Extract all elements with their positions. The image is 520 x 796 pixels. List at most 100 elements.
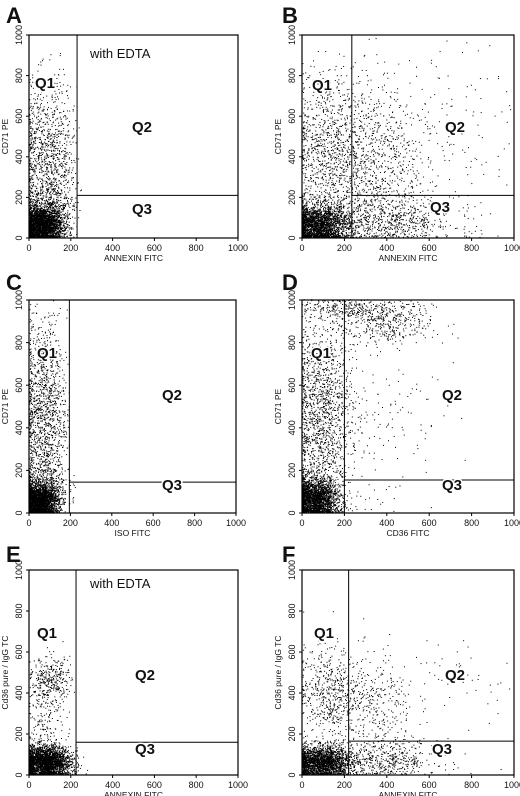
data-point	[372, 224, 374, 225]
data-point	[41, 197, 43, 199]
data-point	[69, 232, 71, 234]
data-point	[35, 224, 36, 226]
data-point	[64, 103, 66, 105]
data-point	[59, 210, 61, 212]
data-point	[40, 155, 42, 156]
data-point	[42, 192, 44, 194]
data-point	[40, 104, 41, 106]
data-point	[68, 134, 70, 136]
data-point	[63, 128, 65, 129]
data-point	[52, 213, 54, 215]
data-point	[54, 168, 56, 170]
data-point	[49, 211, 51, 213]
data-point	[70, 227, 72, 229]
data-point	[32, 111, 34, 113]
data-point	[29, 232, 31, 234]
data-point	[49, 192, 51, 194]
data-point	[50, 164, 52, 165]
data-point	[47, 209, 49, 211]
data-point	[35, 228, 37, 230]
data-point	[50, 234, 52, 236]
data-point	[42, 146, 44, 148]
data-point	[73, 160, 75, 161]
data-point	[32, 215, 34, 217]
data-point	[47, 211, 49, 213]
data-point	[55, 170, 57, 172]
data-point	[34, 191, 36, 193]
data-point	[29, 228, 31, 230]
data-point	[36, 102, 38, 104]
data-point	[39, 194, 41, 196]
data-point	[72, 216, 74, 218]
data-point	[32, 214, 34, 216]
data-point	[30, 222, 32, 224]
data-point	[57, 130, 59, 132]
data-point	[37, 214, 39, 216]
data-point	[55, 214, 57, 216]
data-point	[58, 150, 60, 152]
data-point	[52, 208, 54, 209]
data-point	[31, 230, 32, 232]
data-point	[63, 154, 65, 156]
data-point	[43, 200, 45, 201]
data-point	[58, 203, 60, 205]
data-point	[56, 227, 58, 229]
data-point	[40, 192, 41, 194]
data-point	[56, 147, 58, 149]
data-point	[30, 224, 32, 226]
data-point	[47, 222, 49, 223]
data-point	[32, 199, 34, 201]
data-point	[58, 214, 60, 216]
data-point	[54, 218, 56, 220]
data-point	[60, 175, 62, 176]
data-point	[72, 209, 73, 211]
data-point	[56, 184, 57, 186]
data-point	[47, 190, 49, 192]
data-point	[56, 83, 58, 84]
data-point	[34, 228, 36, 229]
data-point	[43, 214, 45, 216]
data-point	[45, 232, 47, 234]
data-point	[43, 212, 45, 214]
data-point	[47, 108, 48, 110]
data-point	[43, 230, 45, 232]
data-point	[63, 161, 65, 162]
data-point	[56, 142, 58, 144]
data-point	[46, 208, 48, 210]
data-point	[54, 110, 56, 112]
data-point	[51, 210, 53, 211]
data-point	[54, 136, 56, 137]
data-point	[64, 205, 66, 207]
data-point	[40, 231, 42, 233]
data-point	[29, 229, 31, 231]
data-point	[47, 123, 49, 125]
data-point	[73, 203, 75, 205]
data-point	[67, 225, 69, 227]
data-point	[35, 166, 37, 168]
data-point	[45, 183, 47, 185]
data-point	[32, 215, 34, 217]
data-point	[35, 158, 37, 160]
data-point	[37, 221, 39, 223]
data-point	[42, 211, 44, 213]
data-point	[47, 207, 49, 209]
data-point	[39, 98, 41, 100]
data-point	[72, 110, 74, 112]
data-point	[37, 210, 39, 212]
data-point	[50, 236, 52, 238]
data-point	[58, 231, 60, 233]
data-point	[46, 213, 48, 215]
data-point	[39, 204, 41, 206]
data-point	[70, 228, 72, 230]
data-point	[48, 224, 50, 226]
data-point	[48, 229, 50, 231]
data-point	[35, 223, 37, 225]
data-point	[45, 226, 47, 228]
data-point	[52, 219, 54, 220]
data-point	[33, 211, 35, 213]
data-point	[65, 193, 67, 195]
data-point	[64, 138, 66, 140]
data-point	[36, 200, 38, 202]
data-point	[33, 168, 35, 170]
